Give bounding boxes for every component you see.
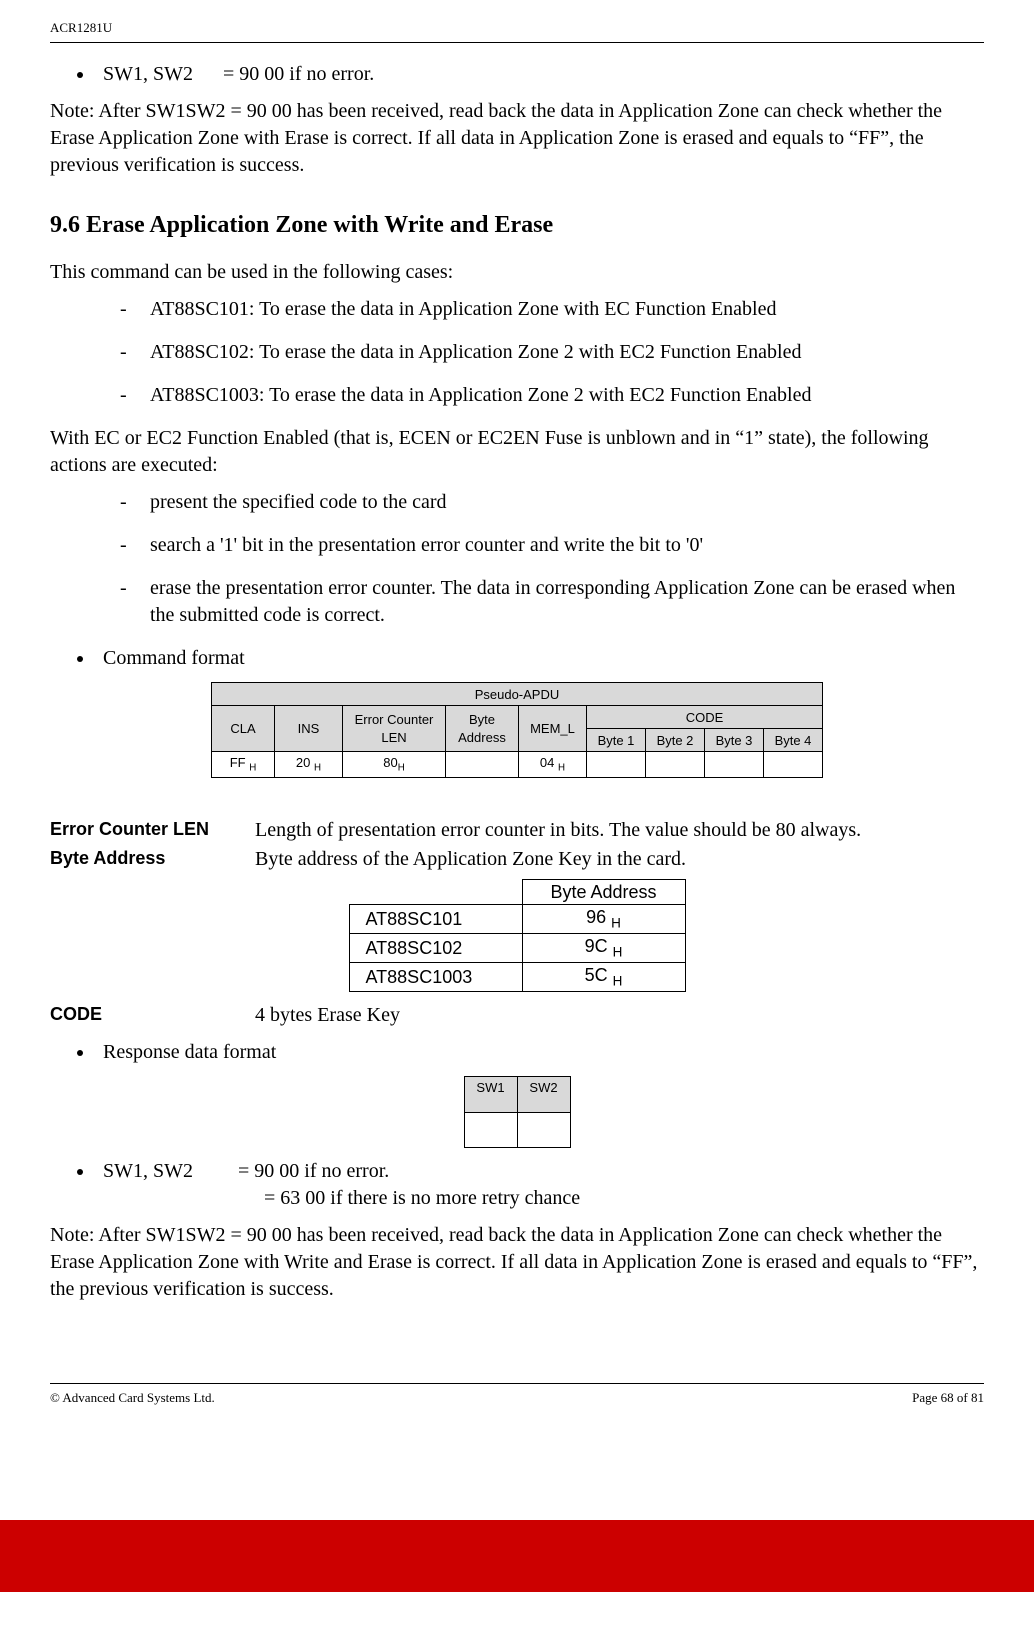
top-rule <box>50 42 984 43</box>
apdu-caption: Pseudo-APDU <box>212 683 823 706</box>
apdu-ins: 20 <box>296 755 310 770</box>
sw-second-item: SW1, SW2 = 90 00 if no error. = 63 00 if… <box>95 1158 984 1212</box>
baddr-row: AT88SC102 9C H <box>349 934 685 963</box>
def-code: CODE 4 bytes Erase Key <box>50 1002 984 1029</box>
note-2: Note: After SW1SW2 = 90 00 has been rece… <box>50 1222 984 1303</box>
sw-first-label: SW1, SW2 <box>103 63 193 85</box>
header-model: ACR1281U <box>50 20 984 36</box>
sw-first-eq: = 90 00 if no error. <box>223 63 374 85</box>
sw-second-l1: = 90 00 if no error. <box>238 1160 389 1182</box>
bottom-rule <box>50 1383 984 1384</box>
footer: © Advanced Card Systems Ltd. Page 68 of … <box>50 1390 984 1406</box>
baddr-val: 9C <box>585 936 608 956</box>
page-content: ACR1281U SW1, SW2 = 90 00 if no error. N… <box>0 0 1034 1520</box>
red-footer-bar <box>0 1520 1034 1592</box>
baddr-row: AT88SC1003 5C H <box>349 963 685 992</box>
def-ba-label: Byte Address <box>50 846 255 873</box>
apdu-ec: 80 <box>383 755 397 770</box>
apdu-h-b3: Byte 3 <box>705 729 764 752</box>
apdu-h-ba: Byte Address <box>446 706 519 752</box>
apdu-cla: FF <box>230 755 246 770</box>
apdu-h-code: CODE <box>587 706 823 729</box>
response-format-label: Response data format <box>95 1039 984 1066</box>
apdu-h-ec: Error Counter LEN <box>343 706 446 752</box>
case-item: AT88SC102: To erase the data in Applicat… <box>120 339 984 366</box>
def-ba-text: Byte address of the Application Zone Key… <box>255 846 984 873</box>
apdu-h-cla: CLA <box>212 706 275 752</box>
baddr-header: Byte Address <box>522 880 685 905</box>
footer-left: © Advanced Card Systems Ltd. <box>50 1390 215 1406</box>
case-item: AT88SC1003: To erase the data in Applica… <box>120 382 984 409</box>
section-intro: This command can be used in the followin… <box>50 259 984 286</box>
baddr-chip: AT88SC1003 <box>349 963 522 992</box>
body: SW1, SW2 = 90 00 if no error. Note: Afte… <box>50 61 984 1303</box>
apdu-h-ml: MEM_L <box>519 706 587 752</box>
baddr-chip: AT88SC101 <box>349 905 522 934</box>
apdu-table: Pseudo-APDU CLA INS Error Counter LEN By… <box>211 682 823 778</box>
sw2-header: SW2 <box>517 1076 570 1112</box>
sw-second-l2: = 63 00 if there is no more retry chance <box>264 1187 580 1209</box>
def-code-text: 4 bytes Erase Key <box>255 1002 984 1029</box>
actions-list: present the specified code to the card s… <box>120 489 984 629</box>
apdu-ml: 04 <box>540 755 554 770</box>
command-format-label: Command format <box>95 645 984 672</box>
def-ecl: Error Counter LEN Length of presentation… <box>50 817 984 844</box>
cases-list: AT88SC101: To erase the data in Applicat… <box>120 296 984 409</box>
baddr-val: 96 <box>586 907 606 927</box>
apdu-h-b2: Byte 2 <box>646 729 705 752</box>
sw1-header: SW1 <box>464 1076 517 1112</box>
apdu-h-ins: INS <box>275 706 343 752</box>
sw-table: SW1 SW2 <box>464 1076 571 1148</box>
def-ba: Byte Address Byte address of the Applica… <box>50 846 984 873</box>
baddr-row: AT88SC101 96 H <box>349 905 685 934</box>
def-ecl-label: Error Counter LEN <box>50 817 255 844</box>
ec-intro: With EC or EC2 Function Enabled (that is… <box>50 425 984 479</box>
apdu-data-row: FF H 20 H 80H 04 H <box>212 752 823 778</box>
byte-address-table: Byte Address AT88SC101 96 H AT88SC102 9C… <box>349 879 686 992</box>
baddr-val: 5C <box>585 965 608 985</box>
footer-right: Page 68 of 81 <box>912 1390 984 1406</box>
note-1: Note: After SW1SW2 = 90 00 has been rece… <box>50 98 984 179</box>
section-heading: 9.6 Erase Application Zone with Write an… <box>50 209 984 241</box>
action-item: search a '1' bit in the presentation err… <box>120 532 984 559</box>
apdu-h-b4: Byte 4 <box>764 729 823 752</box>
action-item: present the specified code to the card <box>120 489 984 516</box>
baddr-chip: AT88SC102 <box>349 934 522 963</box>
apdu-ba <box>446 752 519 778</box>
case-item: AT88SC101: To erase the data in Applicat… <box>120 296 984 323</box>
sw-second-label: SW1, SW2 <box>103 1158 233 1185</box>
action-item: erase the presentation error counter. Th… <box>120 575 984 629</box>
apdu-h-b1: Byte 1 <box>587 729 646 752</box>
def-ecl-text: Length of presentation error counter in … <box>255 817 984 844</box>
def-code-label: CODE <box>50 1002 255 1029</box>
sw-first-item: SW1, SW2 = 90 00 if no error. <box>95 61 984 88</box>
